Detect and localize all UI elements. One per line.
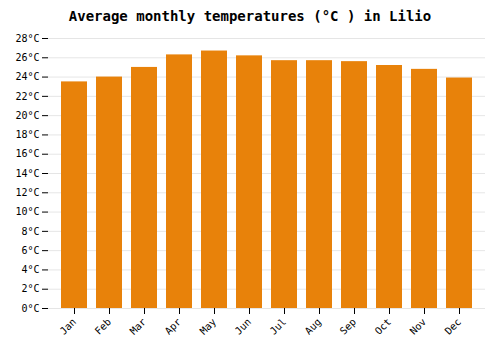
svg-text:Feb: Feb [93, 316, 114, 337]
svg-text:20°C: 20°C [15, 110, 39, 121]
svg-text:0°C: 0°C [21, 303, 39, 314]
svg-text:10°C: 10°C [15, 206, 39, 217]
svg-text:18°C: 18°C [15, 129, 39, 140]
svg-text:12°C: 12°C [15, 187, 39, 198]
svg-text:May: May [198, 316, 219, 337]
svg-text:6°C: 6°C [21, 245, 39, 256]
svg-text:14°C: 14°C [15, 168, 39, 179]
svg-text:Jun: Jun [233, 316, 254, 337]
svg-text:Jul: Jul [268, 316, 289, 337]
svg-text:Sep: Sep [338, 316, 359, 337]
html-text:Average monthly temperatures (: Average monthly temperatures (°C ) in Li… [68, 8, 432, 24]
svg-text:26°C: 26°C [15, 52, 39, 63]
svg-text:Jan: Jan [58, 316, 79, 337]
svg-text:24°C: 24°C [15, 71, 39, 82]
svg-text:Apr: Apr [163, 316, 184, 337]
svg-text:Mar: Mar [128, 316, 149, 337]
svg-text:28°C: 28°C [15, 33, 39, 44]
svg-text:Dec: Dec [443, 316, 464, 337]
svg-text:22°C: 22°C [15, 91, 39, 102]
svg-text:Nov: Nov [408, 316, 429, 337]
svg-text:Aug: Aug [303, 316, 324, 337]
svg-text:Oct: Oct [373, 316, 394, 337]
svg-text:16°C: 16°C [15, 148, 39, 159]
svg-text:4°C: 4°C [21, 264, 39, 275]
svg-text:8°C: 8°C [21, 226, 39, 237]
svg-text:2°C: 2°C [21, 283, 39, 294]
